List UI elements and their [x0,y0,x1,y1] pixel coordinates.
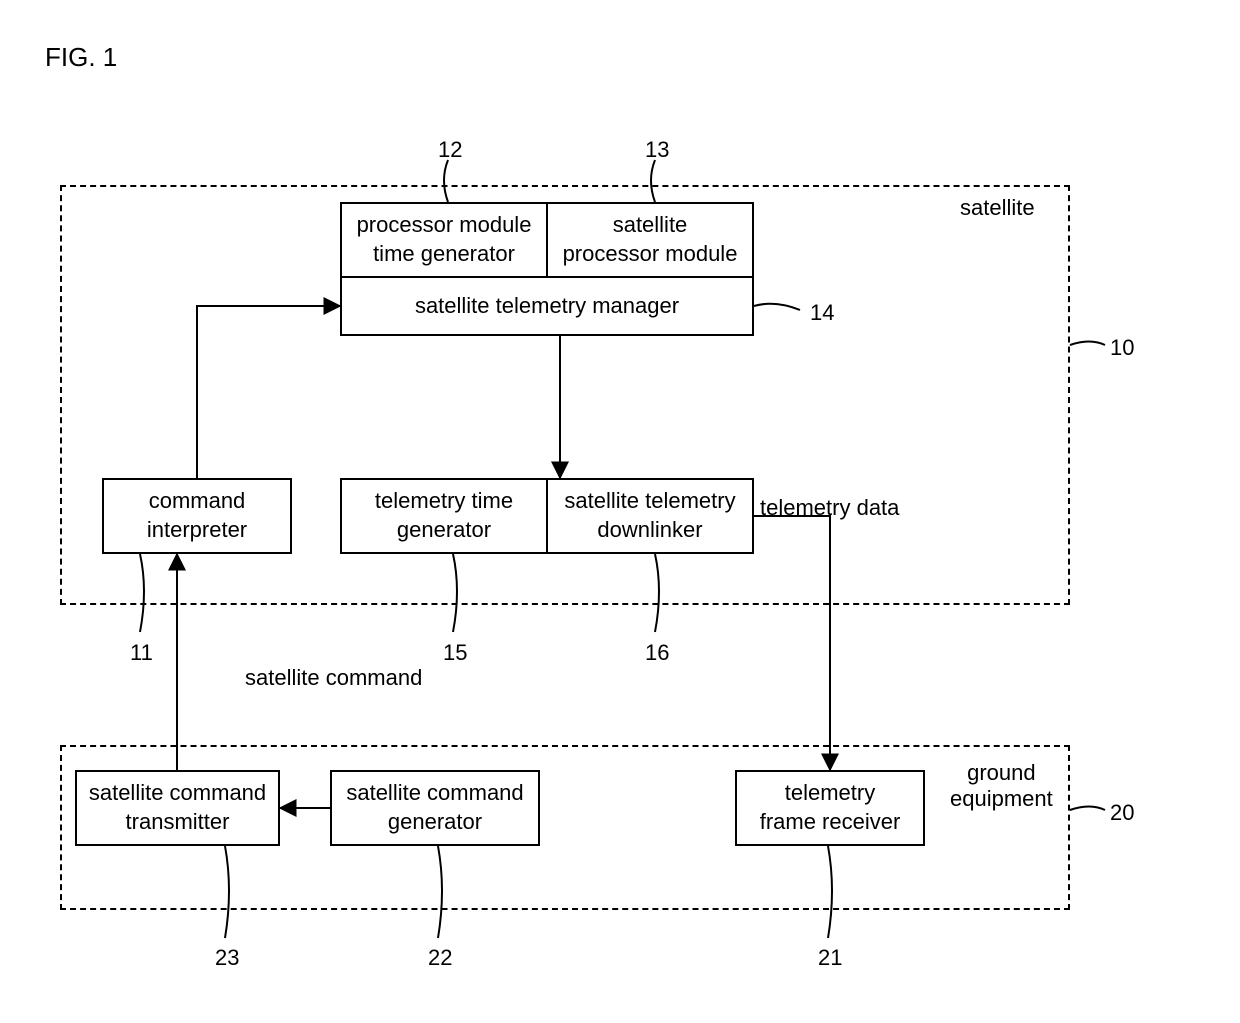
ref-10: 10 [1110,335,1134,361]
ref-13: 13 [645,137,669,163]
satellite-region-label: satellite [960,195,1035,221]
box-label: satelliteprocessor module [563,211,738,268]
box-label: satellite commandgenerator [346,779,523,836]
ref-11: 11 [130,640,153,666]
command-interpreter-box: commandinterpreter [102,478,292,554]
leader-10 [1070,342,1105,346]
satellite-processor-module-box: satelliteprocessor module [546,202,754,278]
figure-label: FIG. 1 [45,42,117,73]
box-label: telemetry timegenerator [375,487,513,544]
ref-12: 12 [438,137,462,163]
telemetry-data-edge-label: telemetry data [760,495,899,521]
telemetry-time-generator-box: telemetry timegenerator [340,478,548,554]
satellite-command-transmitter-box: satellite commandtransmitter [75,770,280,846]
ref-15: 15 [443,640,467,666]
box-label: telemetryframe receiver [760,779,901,836]
ref-20: 20 [1110,800,1134,826]
ref-22: 22 [428,945,452,971]
telemetry-frame-receiver-box: telemetryframe receiver [735,770,925,846]
ref-16: 16 [645,640,669,666]
ground-region-label: groundequipment [950,760,1053,812]
ref-14: 14 [810,300,834,326]
satellite-telemetry-downlinker-box: satellite telemetrydownlinker [546,478,754,554]
box-label: processor moduletime generator [357,211,532,268]
box-label: satellite commandtransmitter [89,779,266,836]
ref-21: 21 [818,945,842,971]
leader-20 [1070,807,1105,811]
satellite-command-generator-box: satellite commandgenerator [330,770,540,846]
satellite-telemetry-manager-box: satellite telemetry manager [340,276,754,336]
satellite-command-edge-label: satellite command [245,665,422,691]
processor-module-time-generator-box: processor moduletime generator [340,202,548,278]
box-label: commandinterpreter [147,487,247,544]
box-label: satellite telemetrydownlinker [564,487,735,544]
ref-23: 23 [215,945,239,971]
box-label: satellite telemetry manager [415,292,679,321]
